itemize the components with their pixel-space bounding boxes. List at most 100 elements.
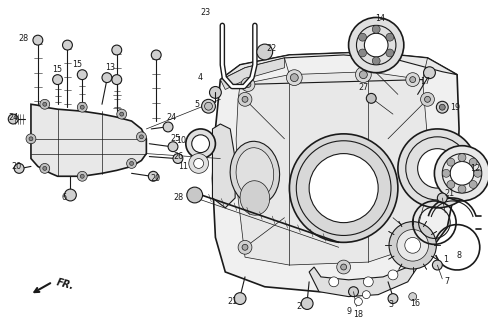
Circle shape [290, 74, 298, 82]
Circle shape [192, 135, 210, 153]
Circle shape [372, 57, 380, 65]
Text: FR.: FR. [55, 278, 76, 292]
Circle shape [442, 169, 450, 177]
Text: 11: 11 [178, 162, 188, 171]
Text: 24: 24 [166, 113, 176, 122]
Circle shape [397, 229, 429, 261]
Circle shape [388, 294, 398, 304]
Text: 13: 13 [105, 63, 115, 72]
Circle shape [127, 158, 136, 168]
Circle shape [363, 277, 373, 287]
Circle shape [389, 222, 436, 269]
Circle shape [286, 70, 302, 85]
Circle shape [458, 185, 466, 193]
Circle shape [77, 102, 87, 112]
Circle shape [80, 174, 84, 178]
Circle shape [425, 96, 431, 102]
Circle shape [364, 33, 388, 57]
Circle shape [433, 260, 442, 270]
Circle shape [289, 134, 398, 242]
Ellipse shape [236, 148, 273, 199]
Circle shape [210, 86, 221, 98]
Circle shape [242, 96, 248, 102]
Circle shape [139, 135, 143, 139]
Circle shape [202, 99, 216, 113]
Circle shape [102, 73, 112, 83]
Text: 8: 8 [457, 251, 462, 260]
Circle shape [447, 158, 455, 166]
Text: 15: 15 [72, 60, 82, 69]
Circle shape [8, 114, 18, 124]
Circle shape [187, 187, 203, 203]
Circle shape [64, 189, 76, 201]
Text: 5: 5 [194, 100, 199, 109]
Polygon shape [213, 124, 235, 208]
Circle shape [33, 35, 43, 45]
Text: 25: 25 [171, 134, 181, 143]
Circle shape [362, 291, 370, 299]
Circle shape [409, 293, 417, 300]
Circle shape [14, 164, 24, 173]
Circle shape [205, 102, 213, 110]
Circle shape [173, 154, 183, 164]
Circle shape [439, 104, 445, 110]
Circle shape [424, 67, 436, 79]
Circle shape [349, 287, 358, 297]
Text: 18: 18 [354, 310, 363, 319]
Circle shape [168, 142, 178, 152]
Circle shape [257, 44, 273, 60]
Circle shape [358, 49, 366, 57]
Circle shape [398, 129, 477, 208]
Circle shape [234, 293, 246, 305]
Circle shape [372, 25, 380, 33]
Circle shape [120, 112, 124, 116]
Text: 9: 9 [346, 307, 351, 316]
Circle shape [80, 105, 84, 109]
Circle shape [409, 77, 416, 83]
Circle shape [341, 264, 347, 270]
Text: 22: 22 [267, 44, 277, 52]
Circle shape [40, 164, 50, 173]
Circle shape [163, 122, 173, 132]
Text: 3: 3 [388, 300, 393, 309]
Circle shape [474, 169, 482, 177]
Circle shape [386, 33, 394, 41]
Circle shape [130, 162, 134, 165]
Circle shape [238, 240, 252, 254]
Text: 1: 1 [443, 255, 448, 264]
Text: 28: 28 [174, 194, 184, 203]
Text: 21: 21 [227, 297, 237, 306]
Circle shape [469, 180, 477, 188]
Text: 14: 14 [375, 14, 385, 23]
Circle shape [355, 298, 362, 306]
Text: 7: 7 [445, 277, 450, 286]
Polygon shape [220, 58, 284, 90]
Polygon shape [213, 52, 459, 292]
Circle shape [112, 75, 122, 84]
Circle shape [406, 73, 420, 86]
Circle shape [112, 45, 122, 55]
Polygon shape [309, 265, 418, 297]
Circle shape [62, 40, 72, 50]
Circle shape [301, 298, 313, 309]
Circle shape [435, 146, 490, 201]
Text: 19: 19 [450, 103, 460, 112]
Text: 16: 16 [410, 299, 421, 308]
Circle shape [309, 154, 378, 223]
Circle shape [418, 149, 457, 188]
Circle shape [421, 240, 435, 254]
Text: 21: 21 [444, 188, 454, 197]
Polygon shape [31, 104, 146, 176]
Circle shape [437, 193, 447, 203]
Circle shape [117, 109, 127, 119]
Circle shape [447, 180, 455, 188]
Circle shape [242, 244, 248, 250]
Circle shape [469, 158, 477, 166]
Text: 12: 12 [470, 164, 480, 173]
Circle shape [425, 244, 431, 250]
Circle shape [366, 93, 376, 103]
Circle shape [458, 154, 466, 162]
Text: 20: 20 [150, 174, 160, 183]
Ellipse shape [230, 141, 279, 205]
Circle shape [136, 132, 146, 142]
